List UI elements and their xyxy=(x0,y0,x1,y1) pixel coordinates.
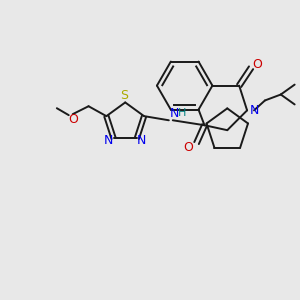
Text: O: O xyxy=(252,58,262,71)
Text: O: O xyxy=(68,112,78,126)
Text: N: N xyxy=(249,104,259,117)
Text: S: S xyxy=(120,89,128,102)
Text: N: N xyxy=(170,107,179,120)
Text: N: N xyxy=(137,134,146,147)
Text: H: H xyxy=(178,108,186,118)
Text: N: N xyxy=(104,134,113,147)
Text: O: O xyxy=(184,140,194,154)
